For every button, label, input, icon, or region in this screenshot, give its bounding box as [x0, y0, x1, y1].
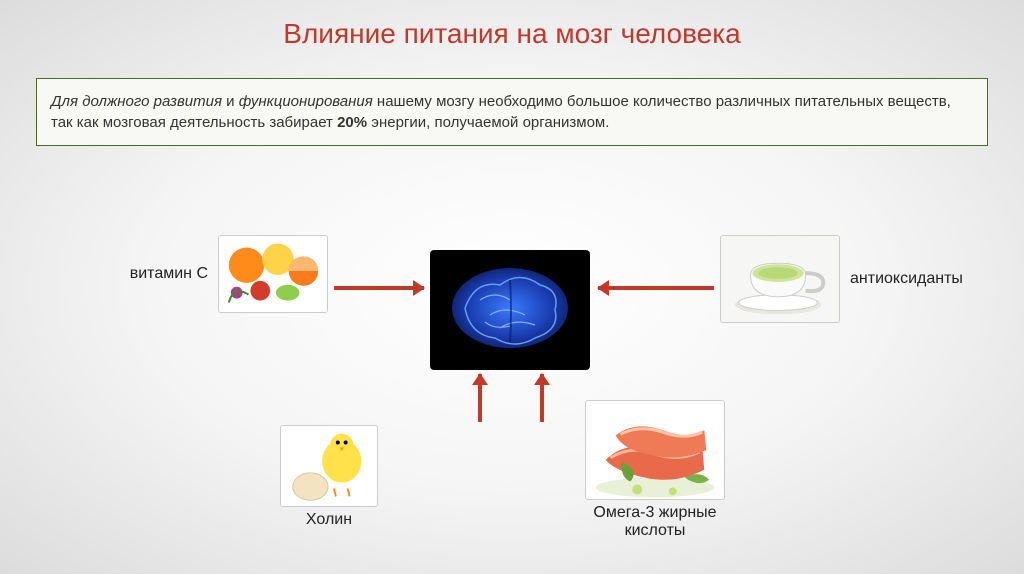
- vitamin-c-image: [218, 235, 328, 313]
- arrow-antioxidants: [598, 286, 714, 290]
- brain-image: [430, 250, 590, 370]
- brain-icon: [440, 260, 580, 360]
- choline-image: [280, 425, 378, 507]
- arrow-choline: [478, 374, 482, 422]
- tea-icon: [721, 235, 839, 323]
- node-choline: Холин: [280, 425, 378, 529]
- diagram-area: витамин С антиоксиданты: [0, 180, 1024, 574]
- info-italic-1: Для должного развития: [51, 93, 222, 110]
- citrus-icon: [219, 235, 327, 313]
- info-text-post: энергии, получаемой организмом.: [367, 114, 609, 131]
- node-omega3: Омега-3 жирные кислоты: [580, 400, 730, 540]
- info-bold: 20%: [337, 114, 367, 131]
- choline-label: Холин: [306, 511, 352, 529]
- salmon-icon: [586, 400, 724, 500]
- arrow-omega3: [540, 374, 544, 422]
- info-italic-2: функционирования: [239, 93, 373, 110]
- node-antioxidants: антиоксиданты: [720, 235, 840, 323]
- chick-egg-icon: [281, 425, 377, 507]
- info-box: Для должного развития и функционирования…: [36, 78, 988, 146]
- antioxidants-label: антиоксиданты: [850, 270, 963, 288]
- antioxidants-image: [720, 235, 840, 323]
- info-text-and: и: [222, 93, 239, 110]
- omega3-image: [585, 400, 725, 500]
- arrow-vitamin-c: [334, 286, 424, 290]
- vitamin-c-label: витамин С: [130, 265, 208, 283]
- omega3-label: Омега-3 жирные кислоты: [580, 504, 730, 540]
- page-title: Влияние питания на мозг человека: [0, 0, 1024, 58]
- node-vitamin-c: витамин С: [218, 235, 328, 313]
